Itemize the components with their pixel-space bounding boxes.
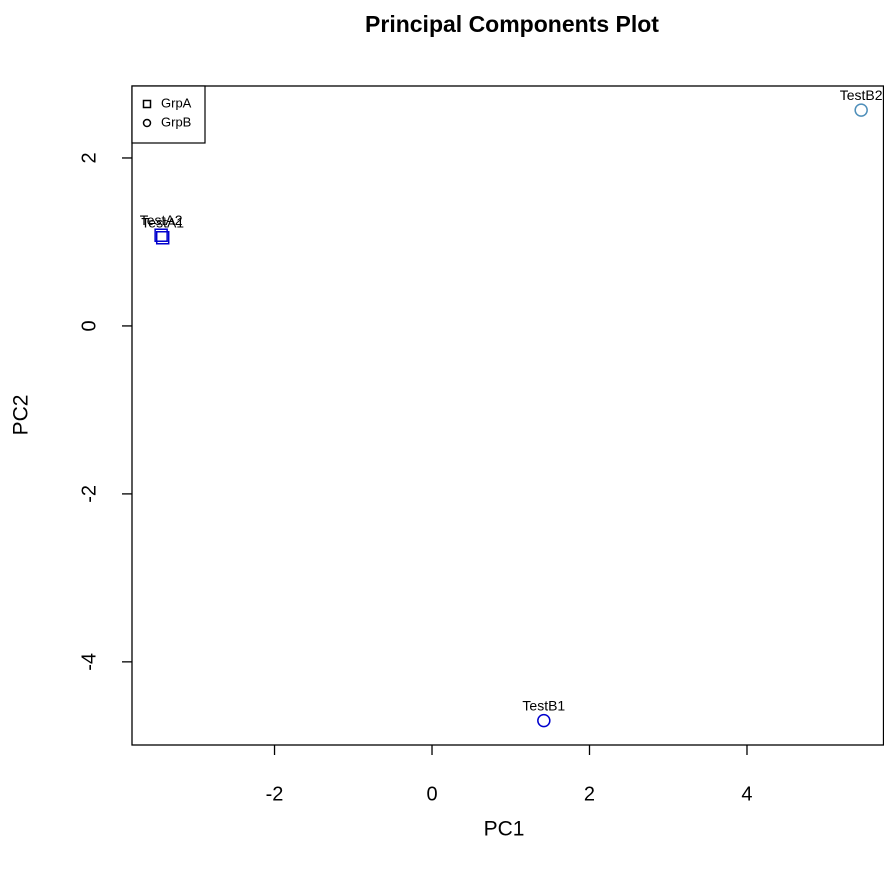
legend-box: [131, 85, 206, 144]
point: [155, 231, 170, 245]
x-axis-label: PC1: [484, 818, 525, 841]
plot-frame: [131, 85, 884, 746]
point-label: TestA2: [140, 212, 183, 228]
chart-title: Principal Components Plot: [365, 11, 659, 37]
point: [154, 228, 168, 242]
y-tick-label: -2: [78, 485, 100, 503]
y-axis-label: PC2: [10, 395, 33, 436]
x-tick-label: -2: [266, 783, 284, 805]
x-tick-label: 2: [584, 783, 595, 805]
point-label: TestA1: [141, 214, 184, 230]
x-tick-label: 0: [426, 783, 437, 805]
legend-label: GrpB: [161, 114, 191, 129]
x-tick-label: 4: [741, 783, 752, 805]
point: [537, 713, 551, 728]
point-label: TestB1: [522, 697, 565, 713]
legend-marker: [142, 118, 152, 128]
legend-marker: [142, 99, 152, 109]
legend-label: GrpA: [161, 95, 192, 110]
y-tick-label: -4: [78, 653, 100, 671]
y-tick-label: 2: [78, 152, 100, 163]
y-tick-label: 0: [78, 320, 100, 331]
point: [854, 103, 868, 117]
point-label: TestB2: [840, 87, 883, 103]
